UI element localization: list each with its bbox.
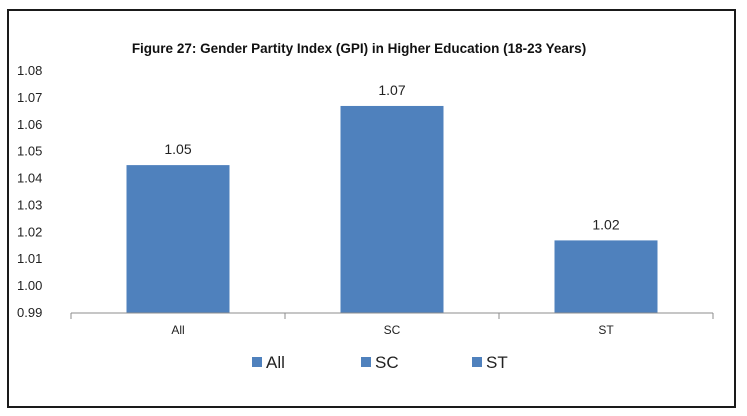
chart-frame: Figure 27: Gender Partity Index (GPI) in… (7, 9, 736, 408)
y-tick-label: 0.99 (17, 305, 42, 320)
legend-label: All (266, 353, 285, 372)
data-labels: 1.05 1.07 1.02 (164, 82, 619, 232)
data-label-st: 1.02 (592, 216, 619, 232)
legend-swatch (252, 357, 262, 367)
y-tick-label: 1.08 (17, 63, 42, 78)
y-tick-label: 1.04 (17, 171, 42, 186)
y-tick-label: 1.03 (17, 197, 42, 212)
x-tick-label: SC (384, 323, 401, 337)
y-tick-label: 1.06 (17, 117, 42, 132)
bar-sc (340, 105, 444, 313)
data-label-sc: 1.07 (378, 82, 405, 98)
chart-title: Figure 27: Gender Partity Index (GPI) in… (132, 41, 586, 56)
bar-st (554, 240, 658, 313)
x-axis: All SC ST (70, 312, 714, 337)
y-tick-label: 1.00 (17, 278, 42, 293)
y-axis: 0.99 1.00 1.01 1.02 1.03 1.04 1.05 1.06 1.07 1.08 (17, 63, 42, 320)
legend: All SC ST (252, 353, 508, 372)
x-tick-label: ST (598, 323, 614, 337)
legend-label: SC (375, 353, 399, 372)
data-label-all: 1.05 (164, 141, 191, 157)
bar-series (126, 105, 658, 313)
y-tick-label: 1.07 (17, 90, 42, 105)
legend-swatch (472, 357, 482, 367)
legend-label: ST (486, 353, 508, 372)
gpi-bar-chart: Figure 27: Gender Partity Index (GPI) in… (17, 41, 714, 372)
x-tick-label: All (171, 323, 184, 337)
legend-swatch (361, 357, 371, 367)
y-tick-label: 1.02 (17, 224, 42, 239)
y-tick-label: 1.01 (17, 251, 42, 266)
bar-all (126, 165, 230, 313)
y-tick-label: 1.05 (17, 144, 42, 159)
